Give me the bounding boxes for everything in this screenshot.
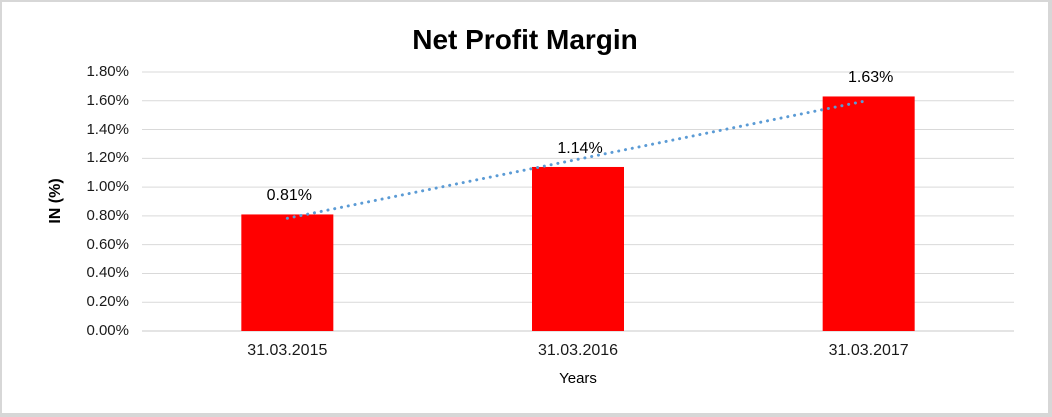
bar-data-label: 0.81% bbox=[266, 187, 313, 205]
y-tick-label: 1.60% bbox=[86, 91, 129, 109]
bar-data-label: 1.63% bbox=[847, 69, 894, 87]
x-tick-label: 31.03.2016 bbox=[537, 342, 619, 359]
y-tick-label: 1.80% bbox=[86, 63, 129, 80]
bar-31.03.2015 bbox=[241, 214, 334, 331]
bar-data-label: 1.14% bbox=[557, 139, 603, 157]
y-tick-label: 1.40% bbox=[86, 120, 129, 138]
y-tick-label: 0.20% bbox=[86, 293, 129, 311]
trendline bbox=[285, 98, 871, 220]
y-tick-label: 0.80% bbox=[86, 206, 129, 224]
y-tick-label: 0.00% bbox=[86, 322, 129, 339]
chart-title: Net Profit Margin bbox=[412, 24, 638, 55]
y-tick-label: 1.00% bbox=[86, 178, 129, 196]
x-tick-label: 31.03.2015 bbox=[247, 342, 328, 359]
y-tick-label: 1.20% bbox=[86, 149, 129, 167]
x-axis-title: Years bbox=[559, 370, 597, 387]
x-tick-label: 31.03.2017 bbox=[828, 342, 909, 359]
y-tick-label: 0.40% bbox=[86, 264, 129, 282]
bar-31.03.2017 bbox=[822, 96, 915, 331]
y-tick-label: 0.60% bbox=[86, 235, 129, 253]
bar-31.03.2016 bbox=[532, 166, 624, 331]
